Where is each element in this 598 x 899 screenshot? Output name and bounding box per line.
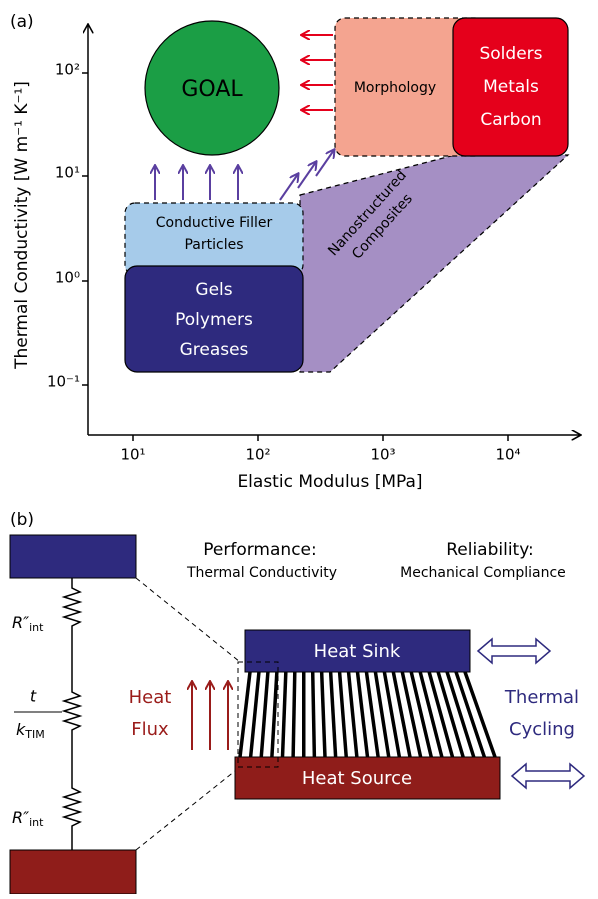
x-tick-label: 10² <box>245 446 270 464</box>
resistor-label: R″int <box>12 808 44 830</box>
region-label: Gels <box>195 280 232 300</box>
purple-arrows <box>155 150 334 201</box>
heading: Reliability: <box>446 540 534 560</box>
filler-region <box>124 202 304 276</box>
heat-flux-label: Flux <box>131 719 169 740</box>
red-arrows <box>302 35 333 110</box>
stripe <box>346 671 359 758</box>
stripe <box>445 671 476 758</box>
subheading: Mechanical Compliance <box>400 565 566 581</box>
stripe <box>291 671 297 758</box>
y-axis-title: Thermal Conductivity [W m⁻¹ K⁻¹] <box>12 81 32 370</box>
stripe <box>382 671 402 758</box>
heat-source-label: Heat Source <box>302 768 412 789</box>
stripe <box>463 671 497 758</box>
y-tick-label: 10¹ <box>55 164 80 182</box>
x-tick-label: 10⁴ <box>495 446 520 464</box>
stripe <box>400 671 423 758</box>
stripe <box>427 671 455 758</box>
top-block <box>9 534 137 579</box>
nanostructured-region <box>299 154 570 373</box>
y-tick-label: 10² <box>55 61 80 79</box>
panel-label: (a) <box>10 12 34 32</box>
stripe <box>454 671 487 758</box>
flux-arrows <box>192 682 228 750</box>
cycling-arrows <box>476 637 586 790</box>
metals-region <box>452 17 569 157</box>
stripe <box>337 671 348 758</box>
zoom-line <box>135 766 241 851</box>
bottom-block <box>9 849 137 895</box>
stripe <box>436 671 465 758</box>
stripe <box>409 671 433 758</box>
polymers-region <box>124 265 304 373</box>
tim-stripes <box>238 671 497 758</box>
region-label: GOAL <box>181 77 243 102</box>
panel-a: (a) 10² 10¹ 10⁰ 10⁻¹ 10¹ 10² 10³ 10⁴ Ela… <box>10 12 580 492</box>
morphology-region <box>334 17 486 157</box>
stripe <box>373 671 391 758</box>
region-label: Particles <box>184 237 243 253</box>
stripe <box>391 671 412 758</box>
region-label: Greases <box>180 340 249 360</box>
region-label: Polymers <box>175 310 253 330</box>
region-label: Morphology <box>354 80 436 96</box>
y-tick-label: 10⁻¹ <box>47 373 80 391</box>
stripe <box>259 671 270 758</box>
goal-region <box>144 20 280 156</box>
zoom-box <box>237 661 279 768</box>
axes <box>82 25 580 441</box>
y-tick-label: 10⁰ <box>55 269 80 287</box>
resistor-label: kTIM <box>16 720 45 742</box>
subheading: Thermal Conductivity <box>186 565 337 581</box>
heat-source <box>234 756 501 800</box>
panel-label: (b) <box>10 510 34 530</box>
region-label: Conductive Filler <box>156 215 273 231</box>
resistor-network <box>61 578 83 850</box>
stripe <box>310 671 317 758</box>
cycling-label: Cycling <box>509 719 575 740</box>
panel-b: (b) R″int t kTIM R″int Performance: Ther… <box>9 510 586 895</box>
stripe <box>319 671 327 758</box>
heat-flux-label: Heat <box>129 687 172 708</box>
x-tick-label: 10³ <box>370 446 395 464</box>
stripe <box>280 671 288 758</box>
x-axis-title: Elastic Modulus [MPa] <box>237 472 422 492</box>
stripe <box>270 671 279 758</box>
cycling-label: Thermal <box>504 687 579 708</box>
resistor-label: R″int <box>12 613 44 635</box>
heat-sink-label: Heat Sink <box>314 641 401 662</box>
stripe <box>328 671 338 758</box>
zoom-line <box>135 577 241 663</box>
region-label: Carbon <box>480 110 541 130</box>
x-tick-label: 10¹ <box>120 446 145 464</box>
heat-sink <box>244 629 471 673</box>
stripe <box>238 671 252 758</box>
heading: Performance: <box>203 540 316 560</box>
stripe <box>418 671 444 758</box>
resistor-label: t <box>30 687 37 706</box>
region-label: Metals <box>483 77 539 97</box>
stripe <box>364 671 380 758</box>
region-label: Solders <box>479 44 542 64</box>
stripe <box>355 671 370 758</box>
stripe <box>248 671 261 758</box>
